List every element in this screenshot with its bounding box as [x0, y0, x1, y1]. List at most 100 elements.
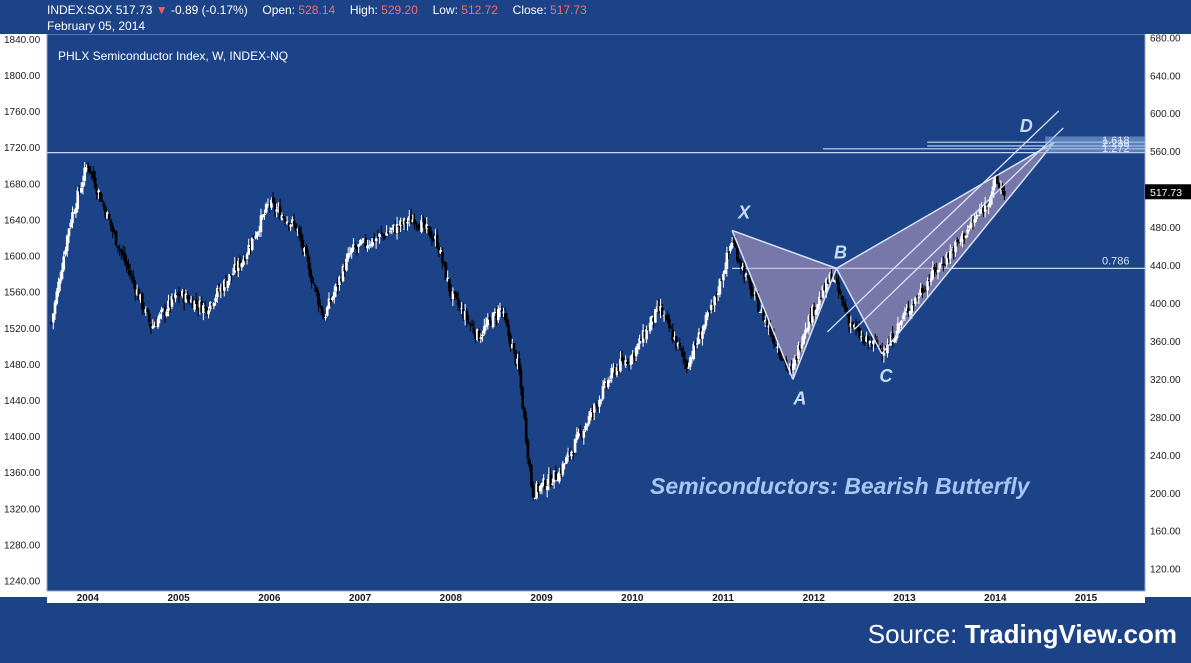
- symbol[interactable]: INDEX:SOX: [47, 3, 113, 17]
- candle-body: [355, 247, 359, 249]
- candle-body: [779, 355, 783, 360]
- candle-body: [369, 244, 373, 247]
- candle-body: [416, 225, 420, 228]
- candle-body: [797, 345, 800, 359]
- candle-body: [573, 439, 577, 453]
- candle-body: [106, 212, 109, 219]
- candle-body: [929, 278, 933, 282]
- candle-body: [175, 293, 179, 295]
- candle-body: [570, 451, 573, 457]
- candle-body: [291, 219, 294, 223]
- candle-body: [832, 280, 835, 282]
- candle-body: [947, 253, 950, 259]
- candle-body: [741, 266, 744, 270]
- candle-body: [812, 306, 816, 316]
- open-label: Open:: [262, 3, 296, 17]
- right-tick-label: 400.00: [1150, 299, 1181, 310]
- candle-body: [320, 306, 324, 315]
- candle-body: [751, 294, 755, 296]
- candle-body: [200, 301, 203, 313]
- candle-body: [327, 298, 331, 309]
- candle-body: [601, 385, 605, 399]
- source-brand[interactable]: TradingView.com: [964, 619, 1177, 649]
- candle-body: [425, 224, 429, 229]
- candle-body: [55, 291, 59, 304]
- pattern-leg: [836, 141, 1055, 270]
- candle-body: [120, 249, 123, 253]
- candle-body: [907, 308, 910, 313]
- pattern-leg: [731, 230, 794, 380]
- candle-body: [676, 342, 680, 347]
- candle-body: [709, 304, 713, 310]
- candle-body: [113, 230, 116, 233]
- candle-body: [685, 360, 689, 369]
- candle-body: [517, 358, 521, 372]
- candle-body: [311, 282, 315, 284]
- candle-body: [739, 260, 743, 268]
- candle-body: [540, 483, 544, 488]
- candle-body: [437, 246, 441, 254]
- candle-body: [683, 358, 687, 362]
- candle-body: [954, 241, 957, 253]
- candle-body: [88, 166, 92, 172]
- candle-body: [261, 215, 264, 218]
- candle-body: [659, 306, 662, 311]
- candle-body: [139, 294, 142, 300]
- candle-body: [338, 277, 341, 286]
- candle-body: [411, 219, 415, 222]
- candle-body: [315, 287, 319, 293]
- candle-body: [502, 311, 505, 313]
- candle-body: [467, 321, 470, 323]
- right-tick-label: 480.00: [1150, 223, 1181, 234]
- candle-body: [716, 293, 720, 296]
- candle-body: [383, 234, 387, 238]
- candle-body: [891, 333, 894, 344]
- candle-body: [184, 293, 188, 303]
- candle-body: [345, 258, 348, 271]
- candle-body: [980, 209, 983, 212]
- candle-body: [523, 407, 526, 418]
- time-tick-label: 2006: [258, 593, 281, 604]
- butterfly-pattern[interactable]: [732, 142, 1055, 380]
- candle-body: [163, 307, 167, 316]
- candle-body: [1001, 186, 1004, 191]
- candle-body: [734, 242, 737, 248]
- candle-body: [86, 167, 90, 169]
- candle-body: [456, 298, 460, 306]
- candle-body: [865, 336, 868, 342]
- candle-body: [688, 357, 692, 367]
- candle-body: [612, 367, 615, 369]
- candle-body: [476, 329, 479, 341]
- candle-body: [572, 453, 575, 455]
- candles: [50, 162, 1006, 501]
- candle-body: [863, 339, 867, 343]
- candle-body: [287, 222, 291, 227]
- pattern-point-x: X: [737, 202, 751, 222]
- candle-body: [243, 257, 247, 261]
- candle-body: [765, 320, 769, 326]
- candle-body: [531, 484, 535, 498]
- candle-body: [811, 306, 814, 323]
- candle-body: [275, 209, 278, 212]
- candle-body: [484, 324, 488, 328]
- candle-body: [654, 309, 657, 323]
- quote-date: February 05, 2014: [47, 19, 146, 33]
- candle-body: [72, 212, 76, 214]
- candle-body: [317, 293, 320, 306]
- candle-body: [804, 329, 807, 335]
- candle-body: [748, 276, 751, 284]
- candle-body: [880, 349, 884, 354]
- candle-body: [202, 305, 205, 313]
- candle-body: [695, 343, 699, 345]
- candle-body: [496, 309, 500, 321]
- candle-body: [147, 313, 151, 323]
- candle-body: [402, 218, 406, 225]
- candle-body: [798, 345, 802, 350]
- candle-body: [915, 296, 919, 298]
- candle-body: [318, 305, 322, 307]
- series-legend[interactable]: PHLX Semiconductor Index, W, INDEX-NQ: [58, 49, 288, 63]
- current-price-label: 517.73: [1150, 187, 1182, 199]
- candle-body: [821, 286, 825, 298]
- candle-body: [409, 216, 413, 224]
